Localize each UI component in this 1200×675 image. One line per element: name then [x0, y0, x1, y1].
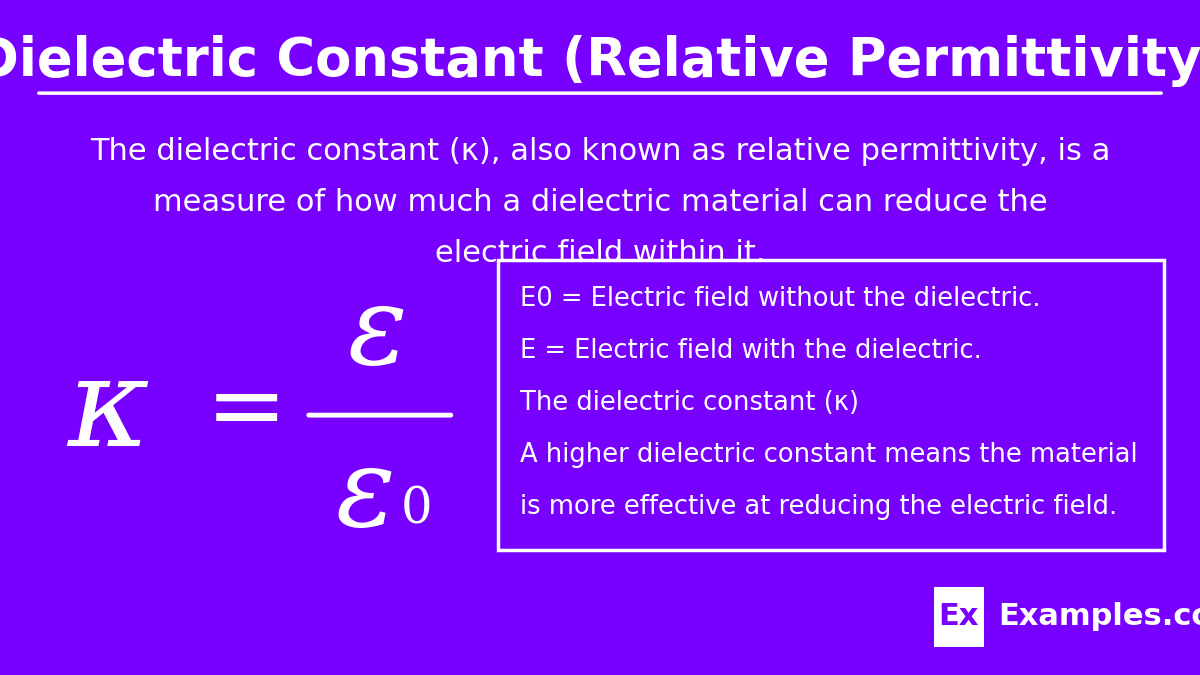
Text: 0: 0 — [401, 485, 432, 535]
Text: ε: ε — [336, 442, 396, 550]
Text: Dielectric Constant (Relative Permittivity): Dielectric Constant (Relative Permittivi… — [0, 34, 1200, 87]
Text: The dielectric constant (κ), also known as relative permittivity, is a: The dielectric constant (κ), also known … — [90, 138, 1110, 166]
Text: is more effective at reducing the electric field.: is more effective at reducing the electr… — [520, 494, 1117, 520]
Text: E = Electric field with the dielectric.: E = Electric field with the dielectric. — [520, 338, 982, 364]
Text: E0 = Electric field without the dielectric.: E0 = Electric field without the dielectr… — [520, 286, 1040, 312]
Text: =: = — [205, 365, 287, 458]
Text: κ: κ — [67, 351, 149, 472]
Text: A higher dielectric constant means the material: A higher dielectric constant means the m… — [520, 442, 1138, 468]
Text: measure of how much a dielectric material can reduce the: measure of how much a dielectric materia… — [152, 188, 1048, 217]
Text: electric field within it.: electric field within it. — [434, 239, 766, 267]
Text: Ex: Ex — [938, 603, 979, 631]
Text: Examples.com: Examples.com — [998, 603, 1200, 631]
FancyBboxPatch shape — [934, 587, 984, 647]
Text: The dielectric constant (κ): The dielectric constant (κ) — [520, 390, 859, 416]
Text: ε: ε — [348, 280, 408, 388]
